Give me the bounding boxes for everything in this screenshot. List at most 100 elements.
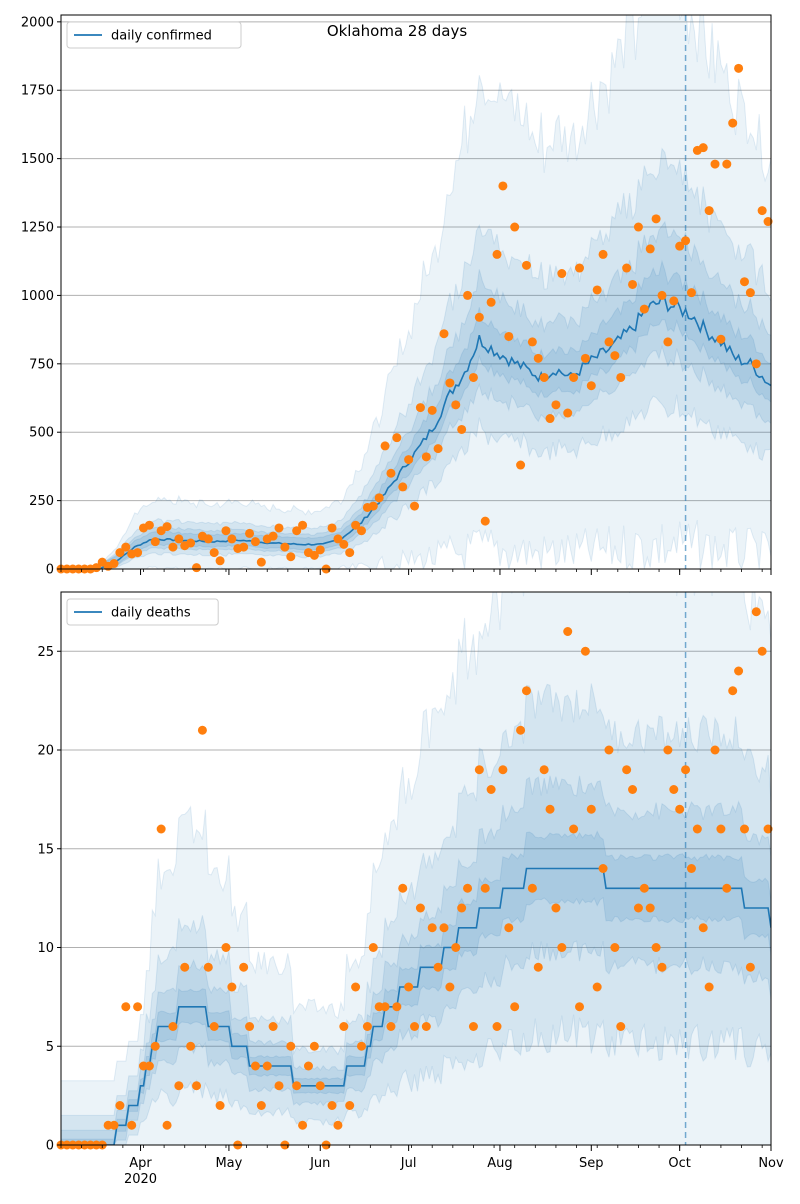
y-tick-label: 5 (46, 1040, 54, 1055)
observed-point (239, 542, 249, 552)
observed-point (356, 1041, 366, 1051)
observed-point (675, 804, 685, 814)
observed-point (286, 552, 296, 562)
observed-point (186, 1041, 196, 1051)
observed-point (439, 329, 449, 339)
observed-point (386, 468, 396, 478)
observed-point (368, 943, 378, 952)
observed-point (586, 381, 596, 391)
observed-point (339, 1022, 349, 1031)
observed-point (474, 312, 484, 322)
observed-point (692, 824, 702, 834)
observed-point (286, 1041, 296, 1051)
observed-point (445, 378, 455, 388)
observed-point (745, 962, 755, 972)
observed-point (704, 982, 714, 992)
observed-point (592, 285, 602, 295)
observed-point (728, 686, 738, 696)
observed-point (669, 785, 679, 794)
x-tick-label: May (215, 1156, 242, 1171)
observed-point (345, 548, 355, 558)
observed-point (362, 1022, 372, 1031)
observed-point (239, 962, 249, 972)
observed-point (663, 337, 673, 347)
observed-point (192, 1081, 202, 1091)
observed-point (227, 982, 237, 992)
observed-point (192, 563, 202, 573)
observed-point (392, 433, 402, 443)
credible-band (61, 15, 771, 569)
observed-point (404, 455, 414, 465)
observed-point (663, 745, 673, 755)
observed-point (498, 765, 508, 775)
observed-point (686, 864, 696, 873)
observed-point (651, 214, 661, 224)
observed-point (698, 143, 708, 153)
observed-point (745, 288, 755, 298)
observed-point (386, 1022, 396, 1031)
observed-point (463, 883, 473, 893)
observed-point (710, 159, 720, 169)
observed-point (716, 824, 726, 834)
observed-point (569, 824, 579, 834)
observed-point (533, 962, 543, 972)
y-tick-label: 2000 (21, 15, 54, 30)
x-tick-label: Sep (579, 1156, 604, 1171)
observed-point (734, 63, 744, 73)
observed-point (698, 923, 708, 933)
observed-point (327, 523, 337, 533)
observed-point (533, 353, 543, 363)
legend-box (66, 21, 242, 49)
observed-point (669, 296, 679, 306)
observed-point (115, 548, 125, 558)
observed-point (392, 1002, 402, 1012)
observed-point (610, 943, 620, 952)
observed-point (751, 359, 761, 369)
observed-point (757, 206, 767, 216)
observed-point (274, 523, 284, 533)
observed-point (133, 1002, 143, 1012)
observed-point (498, 181, 508, 191)
observed-point (569, 372, 579, 382)
observed-point (739, 277, 749, 287)
observed-point (710, 745, 720, 755)
observed-point (633, 903, 643, 913)
observed-point (415, 903, 425, 913)
observed-point (639, 304, 649, 314)
observed-point (415, 403, 425, 413)
observed-point (292, 526, 302, 536)
observed-point (521, 686, 531, 696)
observed-point (622, 765, 632, 775)
observed-point (174, 534, 184, 544)
observed-point (474, 765, 484, 775)
observed-point (539, 765, 549, 775)
legend: daily deaths (66, 598, 219, 626)
observed-point (427, 405, 437, 415)
observed-point (162, 522, 172, 532)
observed-point (610, 351, 620, 361)
observed-point (315, 1081, 325, 1091)
observed-point (91, 563, 101, 573)
y-tick-label: 1500 (21, 152, 54, 167)
observed-point (763, 824, 773, 834)
observed-point (162, 1120, 172, 1130)
observed-point (309, 550, 319, 560)
observed-point (451, 400, 461, 410)
observed-point (109, 1120, 119, 1130)
y-tick-label: 1000 (21, 289, 54, 304)
observed-point (421, 452, 431, 462)
observed-point (427, 923, 437, 933)
observed-point (510, 222, 520, 232)
observed-point (221, 943, 231, 952)
observed-point (309, 1041, 319, 1051)
observed-point (333, 1120, 343, 1130)
observed-point (681, 765, 691, 775)
observed-point (628, 279, 638, 289)
observed-point (686, 288, 696, 298)
observed-point (751, 607, 761, 617)
observed-point (368, 501, 378, 511)
series-line (61, 867, 771, 1145)
y-tick-label: 20 (37, 744, 54, 759)
legend: daily confirmed (66, 21, 242, 49)
